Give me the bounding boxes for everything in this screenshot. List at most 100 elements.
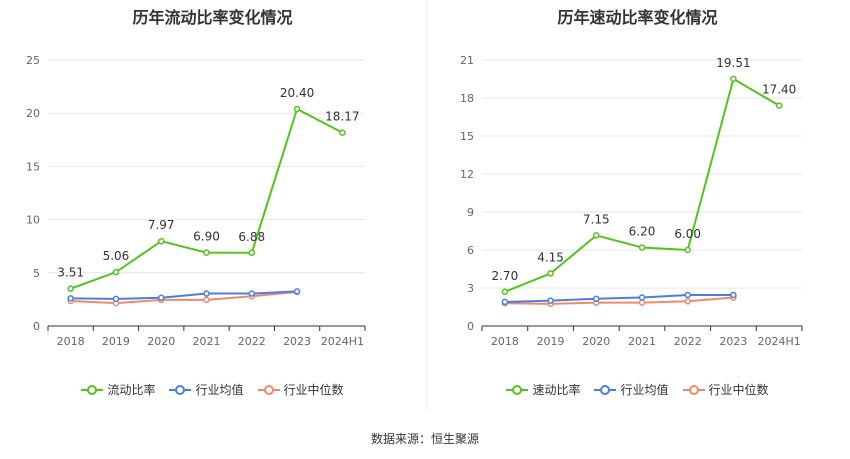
x-tick-label: 2021 [193, 335, 221, 348]
data-point [339, 129, 346, 136]
chart-title: 历年速动比率变化情况 [557, 8, 718, 27]
y-tick-label: 5 [33, 267, 40, 280]
chart-legend: 流动比率 行业均值 行业中位数 [0, 381, 425, 398]
x-tick-label: 2022 [674, 335, 702, 348]
chart-legend: 速动比率 行业均值 行业中位数 [425, 381, 850, 398]
y-tick-label: 3 [467, 282, 474, 295]
data-point [248, 249, 256, 257]
data-point [501, 288, 509, 296]
quick-ratio-plot: 0 3 6 9 12 15 18 21 2018 2019 2020 2021 2022 2023 2024… [460, 54, 803, 348]
legend-swatch-icon [81, 384, 104, 395]
series-line [504, 296, 734, 305]
x-tick-label: 2018 [57, 335, 85, 348]
data-label: 5.06 [103, 249, 130, 263]
data-point [638, 294, 646, 301]
x-tick-label: 2023 [719, 335, 747, 348]
legend-swatch-marker [600, 384, 611, 395]
data-source-text: 数据来源：恒生聚源 [370, 432, 479, 446]
data-label: 6.20 [629, 224, 656, 238]
data-point [730, 75, 737, 83]
legend-label: 流动比率 [107, 383, 156, 397]
x-tick-label: 2024H1 [758, 335, 801, 348]
legend-item[interactable]: 行业中位数 [682, 381, 769, 398]
series-line [504, 293, 734, 303]
data-label: 2.70 [491, 269, 518, 283]
y-tick-label: 10 [26, 214, 40, 227]
current-ratio-plot: 0 5 10 15 20 25 2018 2019 2020 2021 2022 2023 2024H1… [26, 54, 366, 348]
y-tick-label: 12 [460, 168, 474, 181]
legend-label: 行业均值 [195, 383, 244, 397]
y-tick-label: 0 [33, 320, 40, 333]
data-point [547, 270, 554, 277]
x-tick-label: 2019 [102, 335, 130, 348]
data-point [775, 102, 783, 109]
data-label: 6.90 [193, 230, 220, 244]
y-tick-label: 15 [26, 160, 40, 173]
data-label: 20.40 [280, 86, 314, 100]
x-tick-label: 2020 [147, 335, 175, 348]
x-tick-label: 2019 [537, 335, 565, 348]
legend-label: 速动比率 [532, 383, 581, 397]
data-point [112, 295, 120, 303]
y-tick-label: 20 [26, 107, 40, 120]
y-tick-label: 21 [460, 54, 474, 67]
data-point [67, 295, 74, 302]
data-point [593, 232, 600, 239]
data-label: 4.15 [537, 250, 564, 264]
legend-swatch-marker [87, 384, 98, 395]
data-point [593, 295, 600, 303]
chart-title: 历年流动比率变化情况 [132, 8, 293, 27]
legend-swatch-icon [594, 384, 617, 395]
legend-item[interactable]: 行业均值 [594, 381, 669, 398]
legend-item[interactable]: 流动比率 [81, 381, 155, 398]
series-line [70, 290, 298, 305]
x-tick-label: 2023 [283, 335, 311, 348]
y-tick-label: 25 [26, 54, 40, 67]
x-tick-label: 2022 [238, 335, 266, 348]
data-point [684, 246, 691, 254]
legend-swatch-marker [263, 384, 274, 395]
y-tick-label: 18 [460, 92, 474, 105]
data-label: 3.51 [57, 266, 84, 280]
data-label: 17.40 [762, 83, 796, 97]
data-point [248, 290, 256, 297]
data-point [157, 237, 165, 245]
legend-item[interactable]: 行业均值 [169, 381, 244, 398]
data-point [293, 105, 301, 113]
data-label: 19.51 [716, 56, 750, 70]
legend-item[interactable]: 行业中位数 [257, 381, 344, 398]
panel-divider [426, 0, 427, 410]
x-tick-label: 2020 [582, 335, 610, 348]
data-label: 6.00 [674, 227, 701, 241]
data-point [684, 298, 691, 305]
legend-swatch-icon [169, 384, 192, 395]
data-point [67, 285, 74, 292]
y-tick-label: 15 [460, 130, 474, 143]
x-tick-label: 2021 [628, 335, 656, 348]
data-point [203, 249, 210, 256]
legend-swatch-marker [175, 384, 186, 395]
legend-swatch-marker [512, 384, 523, 395]
legend-swatch-marker [688, 384, 699, 395]
quick-ratio-chart: 历年速动比率变化情况 0 3 6 9 12 15 18 21 2018 2019 2020 2021 2… [425, 0, 850, 410]
data-point [684, 291, 691, 299]
legend-label: 行业中位数 [283, 383, 344, 397]
y-tick-label: 9 [467, 206, 474, 219]
data-point [203, 296, 210, 304]
x-tick-label: 2024H1 [321, 335, 364, 348]
data-point [112, 268, 120, 276]
y-tick-label: 6 [467, 244, 474, 257]
data-point [293, 288, 301, 295]
data-point [203, 290, 210, 297]
data-point [730, 291, 737, 299]
legend-swatch-icon [257, 384, 280, 395]
current-ratio-chart: 历年流动比率变化情况 0 5 10 15 20 25 2018 2019 2020 2021 202… [0, 0, 425, 410]
legend-label: 行业均值 [620, 383, 669, 397]
legend-swatch-icon [506, 384, 529, 395]
legend-item[interactable]: 速动比率 [506, 381, 580, 398]
series-line [70, 290, 298, 300]
data-label: 7.97 [148, 218, 175, 232]
data-point [501, 298, 509, 306]
data-label: 18.17 [325, 110, 359, 124]
legend-swatch-icon [682, 384, 705, 395]
